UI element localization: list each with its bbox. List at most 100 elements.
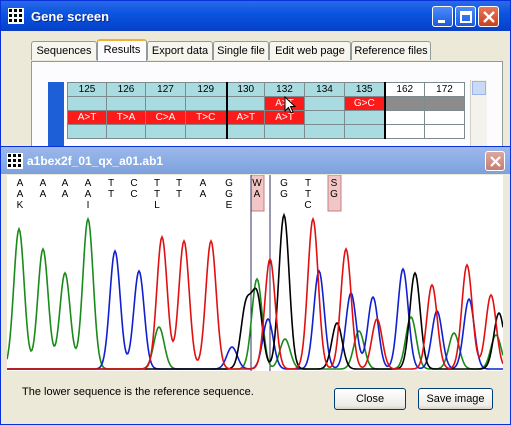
base-call-upper: A (62, 178, 69, 189)
grid-cell-variant[interactable]: G>C (344, 96, 386, 111)
close-icon (483, 11, 495, 23)
window-title: Gene screen (31, 9, 110, 24)
grid-cell[interactable] (185, 124, 228, 139)
base-call-reference: T (108, 189, 114, 200)
grid-header-cell[interactable]: 132 (264, 82, 305, 97)
grid-cell[interactable] (384, 96, 425, 111)
grid-cell-variant[interactable]: C>A (145, 110, 186, 125)
grid-header-cell[interactable]: 127 (145, 82, 186, 97)
tab-sequences[interactable]: Sequences (31, 41, 97, 60)
base-call-upper: T (176, 178, 182, 189)
base-call-reference: A (200, 189, 207, 200)
trace-a (6, 216, 504, 370)
base-call-reference: G (225, 189, 233, 200)
grid-cell[interactable] (106, 96, 146, 111)
base-call-upper: S (331, 178, 338, 189)
base-call-upper: A (200, 178, 207, 189)
close-trace-button[interactable] (485, 151, 505, 171)
grid-row: A>T G>C (67, 96, 465, 111)
grid-cell-variant[interactable]: T>A (106, 110, 146, 125)
base-call-upper: A (40, 178, 47, 189)
minimize-icon (438, 20, 445, 23)
grid-cell[interactable] (185, 96, 228, 111)
amino-acid-label: C (304, 200, 311, 211)
base-call-upper: C (130, 178, 137, 189)
grid-header-cell[interactable]: 130 (226, 82, 265, 97)
tab-edit-web-page[interactable]: Edit web page (269, 41, 351, 60)
grid-cell[interactable] (67, 96, 107, 111)
base-call-reference: A (254, 189, 261, 200)
grid-row: A>T T>A C>A T>C A>T A>T (67, 110, 465, 125)
grid-cell[interactable] (424, 96, 465, 111)
grid-cell[interactable] (424, 110, 465, 125)
grid-cell[interactable] (344, 110, 386, 125)
grid-cell-variant[interactable]: A>T (226, 110, 265, 125)
trace-t (7, 216, 504, 370)
chromatogram-svg: A A A A T C T T A G W G T SA A A A T C T T A G A G T GK I L E C (6, 174, 504, 371)
base-call-reference: A (17, 189, 24, 200)
amino-acid-label: I (87, 200, 90, 211)
base-call-reference: G (330, 189, 338, 200)
grid-cell[interactable] (304, 124, 345, 139)
grid-cell[interactable] (145, 124, 186, 139)
grid-cell[interactable] (344, 124, 386, 139)
tab-export-data[interactable]: Export data (147, 41, 213, 60)
tab-reference-files[interactable]: Reference files (351, 41, 431, 60)
grid-cell[interactable] (106, 124, 146, 139)
base-call-upper: A (17, 178, 24, 189)
base-call-reference: T (154, 189, 160, 200)
tab-results[interactable]: Results (97, 39, 147, 61)
results-grid: 125 126 127 129 130 132 134 135 162 172 … (67, 82, 465, 139)
grid-header-cell[interactable]: 135 (344, 82, 386, 97)
grid-header-cell[interactable]: 162 (384, 82, 425, 97)
base-call-upper: T (108, 178, 114, 189)
close-icon (490, 156, 501, 167)
grid-cell[interactable] (424, 124, 465, 139)
reference-note: The lower sequence is the reference sequ… (22, 386, 254, 398)
scroll-up-arrow-icon[interactable] (472, 81, 486, 95)
amino-acid-label: K (17, 200, 24, 211)
grid-header-cell[interactable]: 129 (185, 82, 228, 97)
grid-vertical-scrollbar[interactable] (470, 80, 487, 150)
grid-cell[interactable] (145, 96, 186, 111)
base-call-upper: A (85, 178, 92, 189)
grid-header-cell[interactable]: 134 (304, 82, 345, 97)
grid-header-cell[interactable]: 125 (67, 82, 107, 97)
close-window-button[interactable] (478, 6, 499, 27)
grid-cell[interactable] (67, 124, 107, 139)
minimize-button[interactable] (432, 6, 453, 27)
grid-cell[interactable] (226, 124, 265, 139)
grid-header-row: 125 126 127 129 130 132 134 135 162 172 (67, 82, 465, 97)
grid-cell-variant[interactable]: T>C (185, 110, 228, 125)
maximize-button[interactable] (455, 6, 476, 27)
app-grid-icon (7, 153, 23, 169)
base-call-upper: T (154, 178, 160, 189)
base-call-reference: T (305, 189, 311, 200)
maximize-icon (460, 11, 472, 23)
grid-cell[interactable] (264, 124, 305, 139)
grid-cell[interactable] (304, 110, 345, 125)
gene-screen-titlebar[interactable]: Gene screen (1, 1, 510, 31)
base-call-reference: A (40, 189, 47, 200)
grid-cell[interactable] (304, 96, 345, 111)
grid-header-cell[interactable]: 172 (424, 82, 465, 97)
close-button[interactable]: Close (334, 388, 406, 410)
grid-header-cell[interactable]: 126 (106, 82, 146, 97)
grid-cell[interactable] (384, 124, 425, 139)
base-call-reference: T (176, 189, 182, 200)
base-call-reference: G (280, 189, 288, 200)
row-header-bar[interactable] (48, 82, 64, 150)
tab-single-file[interactable]: Single file (213, 41, 269, 60)
mismatch-highlight (327, 174, 342, 212)
base-call-reference: C (130, 189, 137, 200)
save-image-button[interactable]: Save image (418, 388, 493, 410)
grid-cell[interactable] (384, 110, 425, 125)
grid-cell-variant[interactable]: A>T (67, 110, 107, 125)
trace-titlebar[interactable]: a1bex2f_01_qx_a01.ab1 (1, 147, 510, 174)
grid-cell[interactable] (226, 96, 265, 111)
trace-window-title: a1bex2f_01_qx_a01.ab1 (27, 154, 164, 168)
base-call-upper: W (252, 178, 262, 189)
app-grid-icon (8, 8, 24, 24)
